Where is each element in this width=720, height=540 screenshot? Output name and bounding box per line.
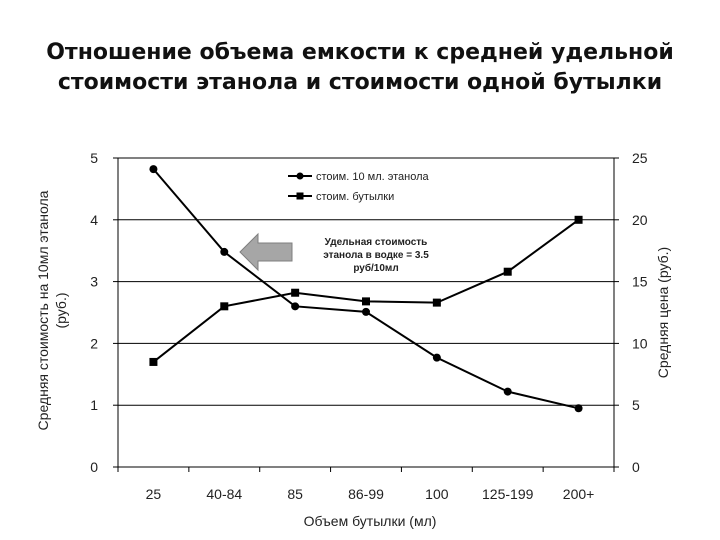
annotation-line-2: этанола в водке = 3.5 <box>323 250 429 261</box>
x-tick-label: 100 <box>425 486 449 502</box>
x-tick-label: 86-99 <box>348 486 384 502</box>
left-tick-label: 1 <box>90 397 98 413</box>
right-tick-label: 10 <box>632 335 648 351</box>
slide-title: Отношение объема емкости к средней удель… <box>20 38 700 98</box>
series-2-point <box>149 357 158 366</box>
x-tick-label: 25 <box>146 486 162 502</box>
series-2-point <box>220 302 229 311</box>
series-1-point <box>220 247 229 256</box>
series-1-point <box>574 404 583 413</box>
annotation-line-3: руб/10мл <box>353 262 398 274</box>
right-tick-label: 0 <box>632 459 640 475</box>
series-line-1 <box>152 168 579 410</box>
x-tick-label: 85 <box>287 486 303 502</box>
left-tick-label: 2 <box>90 335 98 351</box>
legend-marker-1 <box>296 172 304 180</box>
legend-label-2: стоим. бутылки <box>316 191 394 203</box>
series-2-point <box>503 267 512 276</box>
left-axis-title-line-1: Средняя стоимость на 10мл этанола <box>35 190 51 430</box>
right-tick-label: 15 <box>632 274 648 290</box>
right-tick-label: 5 <box>632 397 640 413</box>
annotation-line-1: Удельная стоимость <box>325 237 428 248</box>
series-2-point <box>362 297 370 306</box>
x-axis-title: Объем бутылки (мл) <box>304 513 437 529</box>
series-1-point <box>362 307 370 316</box>
series-2-point <box>574 215 583 224</box>
series-1-point <box>503 387 512 396</box>
series-1-point <box>291 302 300 311</box>
left-tick-label: 3 <box>90 274 98 290</box>
x-tick-label: 40-84 <box>206 486 242 502</box>
legend-marker-2 <box>296 192 304 200</box>
annotation-arrow <box>239 232 293 272</box>
x-tick-label: 200+ <box>563 486 595 502</box>
series-1-point <box>432 353 441 362</box>
left-tick-label: 0 <box>90 459 98 475</box>
left-axis-title-line-2: (руб.) <box>53 292 69 328</box>
x-tick-label: 125-199 <box>482 486 534 502</box>
title-line-2: стоимости этанола и стоимости одной буты… <box>57 70 663 95</box>
legend-label-1: стоим. 10 мл. этанола <box>316 171 430 183</box>
left-tick-label: 5 <box>90 150 98 166</box>
right-tick-label: 20 <box>632 212 648 228</box>
series-2-point <box>432 298 441 307</box>
right-tick-label: 25 <box>632 150 648 166</box>
right-axis-title: Средняя цена (руб.) <box>655 247 671 378</box>
series-2-point <box>291 288 300 297</box>
title-line-1: Отношение объема емкости к средней удель… <box>46 40 674 65</box>
series-1-point <box>149 165 158 174</box>
left-tick-label: 4 <box>90 212 98 228</box>
